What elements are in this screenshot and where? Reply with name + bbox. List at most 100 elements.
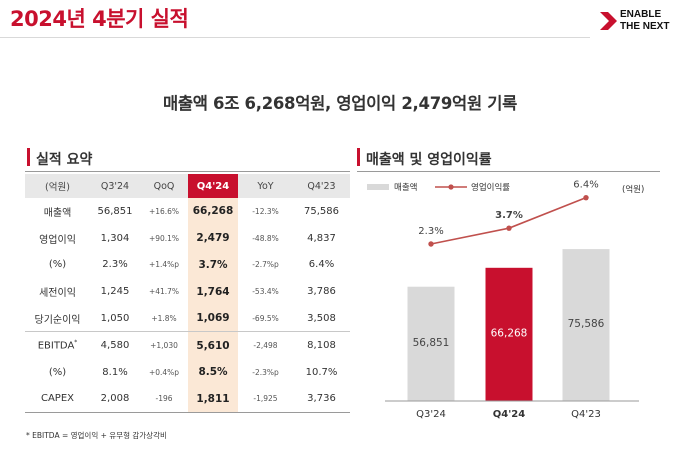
revenue-margin-chart: 매출액 영업이익률 (억원) 56,851 66,268 75,586 2.3% 3.… <box>367 180 644 420</box>
cell-q3-24: 1,304 <box>100 232 130 244</box>
cell-q3-24: 1,245 <box>100 286 130 298</box>
cell-q4-23: 4,837 <box>307 232 336 244</box>
cell-q4-23: 6.4% <box>308 259 335 271</box>
section-marker <box>27 148 30 166</box>
margin-value-label: 2.3% <box>418 226 443 237</box>
footnote: * EBITDA = 영업이익 + 유무형 감가상각비 <box>26 431 167 440</box>
cell-q4-24: 1,764 <box>188 278 238 306</box>
cell-qoq: +1,030 <box>140 331 188 359</box>
cell-qoq: +41.7% <box>148 287 180 297</box>
bar-value-label: 75,586 <box>568 318 605 330</box>
line-series: 2.3% 3.7% 6.4% <box>418 180 599 247</box>
chart-unit-label: (억원) <box>622 184 644 195</box>
cell-q4-24: 66,268 <box>188 198 238 225</box>
x-tick-label: Q3'24 <box>416 409 446 420</box>
row-label: 영업이익 <box>39 234 76 246</box>
chevron-logo-icon <box>600 12 617 30</box>
row-label: (%) <box>48 366 67 378</box>
header-cell-q4-23: Q4'23 <box>293 174 350 198</box>
summary-section-title: 실적 요약 <box>36 152 93 168</box>
cell-q4-23: 3,508 <box>307 312 336 324</box>
row-label: 세전이익 <box>39 288 76 300</box>
cell-q4-24: 5,610 <box>188 331 238 359</box>
cell-q4-23: 10.7% <box>305 366 338 378</box>
cell-yoy: -2.7%p <box>252 260 279 270</box>
cell-q4-24: 1,069 <box>188 305 238 332</box>
legend-label-margin: 영업이익률 <box>471 182 510 193</box>
cell-q3-24: 56,851 <box>97 205 133 217</box>
bar-value-label: 56,851 <box>413 337 450 349</box>
cell-qoq: +1.8% <box>151 313 177 323</box>
chart-section-rule <box>357 171 660 172</box>
cell-qoq: +1.4%p <box>148 260 180 270</box>
header-cell-q3-24: Q3'24 <box>90 174 140 198</box>
footnote-marker: * <box>74 339 78 347</box>
cell-q4-24: 3.7% <box>188 251 238 279</box>
table-row: (%) 2.3% +1.4%p 3.7% -2.7%p 6.4% <box>25 251 350 279</box>
margin-value-label: 3.7% <box>495 210 523 221</box>
legend-swatch-revenue <box>367 184 389 190</box>
cell-qoq: +90.1% <box>148 233 180 243</box>
legend-label-revenue: 매출액 <box>394 182 417 193</box>
margin-value-label: 6.4% <box>573 180 598 191</box>
row-label: 매출액 <box>43 207 72 219</box>
chart-section-title: 매출액 및 영업이익률 <box>366 152 492 168</box>
cell-yoy: -12.3% <box>252 206 279 216</box>
x-tick-label: Q4'23 <box>571 409 601 420</box>
cell-yoy: -2,498 <box>238 331 293 359</box>
x-axis-labels: Q3'24 Q4'24 Q4'23 <box>416 409 601 420</box>
cell-yoy: -48.8% <box>252 233 279 243</box>
row-label: (%) <box>48 259 67 271</box>
margin-point <box>428 241 434 247</box>
header-cell-qoq: QoQ <box>140 174 188 198</box>
cell-yoy: -69.5% <box>252 313 279 323</box>
logo-line-1: ENABLE <box>620 9 662 20</box>
table-row: CAPEX 2,008 -196 1,811 -1,925 3,736 <box>25 385 350 413</box>
cell-qoq: -196 <box>140 385 188 413</box>
brand-logo: ENABLE THE NEXT <box>600 8 676 34</box>
cell-q3-24: 2.3% <box>102 259 128 271</box>
summary-table: (억원) Q3'24 QoQ Q4'24 YoY Q4'23 매출액 56,85… <box>25 174 350 413</box>
cell-q4-23: 8,108 <box>293 331 350 359</box>
section-marker <box>357 148 360 166</box>
table-row: 당기순이익 1,050 +1.8% 1,069 -69.5% 3,508 <box>25 305 350 332</box>
cell-yoy: -1,925 <box>238 385 293 413</box>
page-title: 2024년 4분기 실적 <box>10 7 189 31</box>
bar-2 <box>562 249 610 401</box>
cell-q4-24: 8.5% <box>188 358 238 386</box>
cell-qoq: +16.6% <box>148 206 180 216</box>
cell-qoq: +0.4%p <box>148 367 180 377</box>
bar-value-label: 66,268 <box>491 327 528 339</box>
bar-1 <box>485 267 533 401</box>
header-cell-q4-24: Q4'24 <box>188 174 238 198</box>
table-row: EBITDA* 4,580 +1,030 5,610 -2,498 8,108 <box>25 331 350 359</box>
cell-q4-23: 75,586 <box>304 205 339 217</box>
cell-q3-24: 1,050 <box>100 312 130 324</box>
bar-series: 56,851 66,268 75,586 <box>407 249 610 401</box>
summary-section-rule <box>25 171 350 172</box>
table-header-row: (억원) Q3'24 QoQ Q4'24 YoY Q4'23 <box>25 174 350 198</box>
cell-q3-24: 4,580 <box>90 331 140 359</box>
title-divider <box>0 37 590 38</box>
row-label-text: EBITDA <box>37 340 75 352</box>
cell-q4-23: 3,736 <box>293 385 350 413</box>
cell-q3-24: 8.1% <box>102 366 128 378</box>
cell-q4-23: 3,786 <box>307 286 336 298</box>
table-row: 영업이익 1,304 +90.1% 2,479 -48.8% 4,837 <box>25 224 350 252</box>
bar-0 <box>407 286 455 401</box>
margin-point <box>583 194 589 201</box>
row-label: CAPEX <box>25 385 90 413</box>
cell-yoy: -53.4% <box>252 287 279 297</box>
logo-line-2: THE NEXT <box>620 21 670 32</box>
header-cell-unit: (억원) <box>25 174 90 198</box>
row-label: 당기순이익 <box>34 314 81 326</box>
x-tick-label: Q4'24 <box>493 409 525 420</box>
cell-q4-24: 2,479 <box>188 224 238 252</box>
margin-point <box>506 225 512 231</box>
header-cell-yoy: YoY <box>238 174 293 198</box>
table-row: 매출액 56,851 +16.6% 66,268 -12.3% 75,586 <box>25 198 350 225</box>
cell-yoy: -2.3%p <box>252 367 279 377</box>
logo-text: ENABLE THE NEXT <box>620 9 669 33</box>
table-row: (%) 8.1% +0.4%p 8.5% -2.3%p 10.7% <box>25 358 350 386</box>
